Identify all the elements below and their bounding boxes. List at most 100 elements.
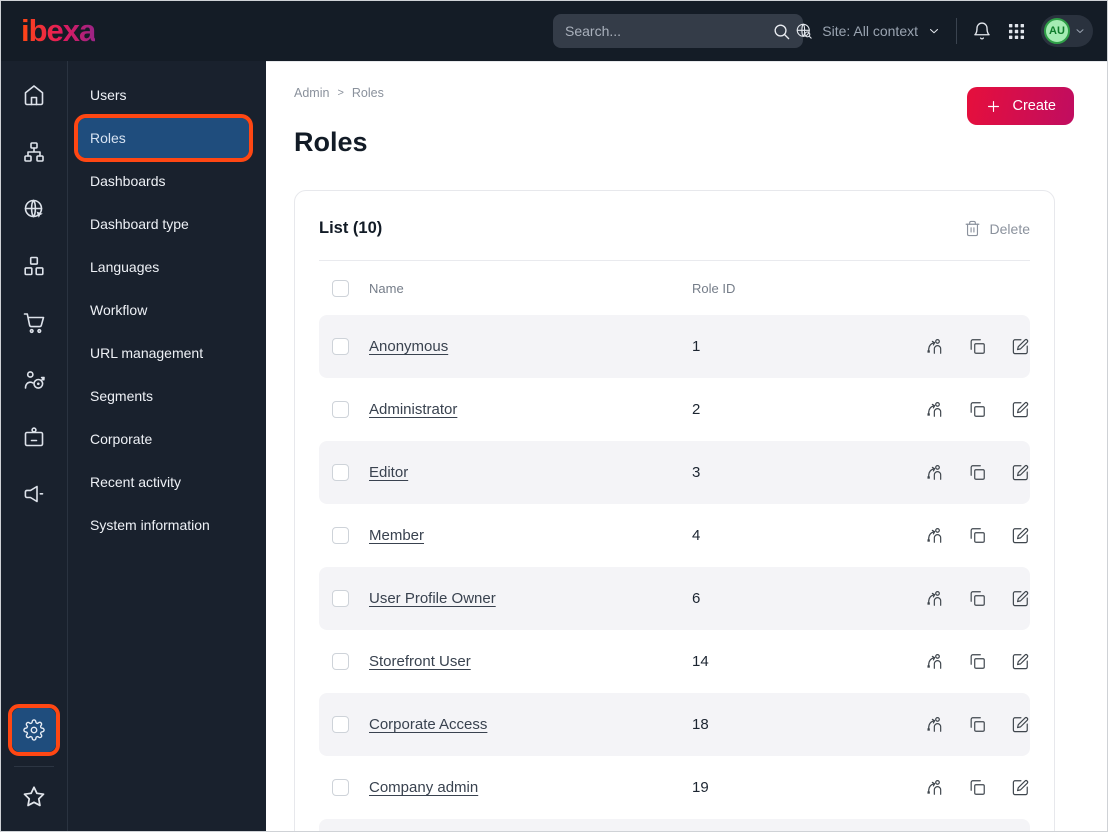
row-checkbox[interactable] [332, 338, 349, 355]
sidebar-item-dashboards[interactable]: Dashboards [78, 161, 249, 201]
copy-icon[interactable] [968, 337, 987, 356]
copy-icon[interactable] [968, 400, 987, 419]
sidebar-item-roles[interactable]: Roles [74, 114, 253, 162]
edit-icon[interactable] [1011, 715, 1030, 734]
menu-item-label: Workflow [90, 302, 148, 318]
sidebar-item-languages[interactable]: Languages [78, 247, 249, 287]
sidebar-item-corporate[interactable]: Corporate [78, 419, 249, 459]
settings-gear-icon[interactable] [12, 708, 56, 752]
home-icon[interactable] [1, 66, 67, 123]
edit-icon[interactable] [1011, 778, 1030, 797]
breadcrumb-item-admin[interactable]: Admin [294, 86, 330, 100]
sidebar-item-dashboard-type[interactable]: Dashboard type [78, 204, 249, 244]
settings-highlight-frame [8, 704, 60, 756]
copy-icon[interactable] [968, 715, 987, 734]
table-row: Anonymous 1 [319, 315, 1030, 378]
top-bar-divider [956, 18, 957, 44]
site-context-selector[interactable]: Site: All context [795, 22, 941, 40]
edit-icon[interactable] [1011, 652, 1030, 671]
search-icon[interactable] [772, 22, 791, 41]
assign-user-icon[interactable] [925, 337, 944, 356]
site-globe-icon[interactable] [1, 180, 67, 237]
role-id-value: 2 [692, 401, 701, 418]
row-checkbox[interactable] [332, 653, 349, 670]
row-checkbox[interactable] [332, 464, 349, 481]
assign-user-icon[interactable] [925, 463, 944, 482]
app-grid-icon[interactable] [1007, 22, 1026, 41]
role-name-link[interactable]: Editor [369, 464, 409, 481]
copy-icon[interactable] [968, 463, 987, 482]
row-checkbox[interactable] [332, 590, 349, 607]
copy-icon[interactable] [968, 652, 987, 671]
row-checkbox[interactable] [332, 779, 349, 796]
edit-icon[interactable] [1011, 589, 1030, 608]
select-all-checkbox[interactable] [332, 279, 349, 297]
edit-icon[interactable] [1011, 337, 1030, 356]
row-actions [905, 589, 1030, 608]
avatar: AU [1044, 18, 1070, 44]
list-card-header: List (10) Delete [319, 191, 1030, 261]
table-row: Editor 3 [319, 441, 1030, 504]
role-name-link[interactable]: Storefront User [369, 653, 471, 670]
global-search[interactable] [553, 14, 803, 48]
assign-user-icon[interactable] [925, 715, 944, 734]
breadcrumb: Admin > Roles [294, 86, 1107, 100]
sidebar-item-recent-activity[interactable]: Recent activity [78, 462, 249, 502]
notification-bell-icon[interactable] [972, 21, 992, 41]
bookmarks-star-icon[interactable] [21, 773, 47, 821]
body: Users Roles Dashboards Dashboard type La… [1, 61, 1107, 831]
role-id-value: 4 [692, 527, 701, 544]
corporate-badge-icon[interactable] [1, 408, 67, 465]
menu-item-label: Corporate [90, 431, 153, 447]
sidebar-item-workflow[interactable]: Workflow [78, 290, 249, 330]
sidebar-item-users[interactable]: Users [78, 75, 249, 115]
menu-item-label: Users [90, 87, 127, 103]
products-boxes-icon[interactable] [1, 237, 67, 294]
role-name-link[interactable]: Administrator [369, 401, 458, 418]
delete-button-label: Delete [989, 220, 1030, 237]
top-bar: ibexa Site: All context [1, 1, 1107, 61]
user-menu[interactable]: AU [1041, 15, 1093, 47]
edit-icon[interactable] [1011, 526, 1030, 545]
marketing-megaphone-icon[interactable] [1, 465, 67, 522]
edit-icon[interactable] [1011, 463, 1030, 482]
copy-icon[interactable] [968, 589, 987, 608]
content-structure-icon[interactable] [1, 123, 67, 180]
assign-user-icon[interactable] [925, 778, 944, 797]
assign-user-icon[interactable] [925, 589, 944, 608]
row-checkbox[interactable] [332, 716, 349, 733]
sidebar-item-url-management[interactable]: URL management [78, 333, 249, 373]
role-name-link[interactable]: Corporate Access [369, 716, 488, 733]
role-name-link[interactable]: Member [369, 527, 425, 544]
commerce-cart-icon[interactable] [1, 294, 67, 351]
ibexa-logo[interactable]: ibexa [21, 13, 96, 48]
role-name-link[interactable]: User Profile Owner [369, 590, 496, 607]
copy-icon[interactable] [968, 778, 987, 797]
rail-bottom-group [8, 704, 60, 821]
edit-icon[interactable] [1011, 400, 1030, 419]
assign-user-icon[interactable] [925, 652, 944, 671]
table-row-partial [319, 819, 1030, 831]
search-input[interactable] [565, 23, 772, 39]
row-checkbox[interactable] [332, 401, 349, 418]
create-button[interactable]: Create [967, 87, 1074, 125]
table-header-row: Name Role ID [319, 261, 1030, 315]
menu-item-label: Recent activity [90, 474, 182, 490]
personalization-target-icon[interactable] [1, 351, 67, 408]
assign-user-icon[interactable] [925, 400, 944, 419]
table-row: User Profile Owner 6 [319, 567, 1030, 630]
row-checkbox[interactable] [332, 527, 349, 544]
menu-item-label: System information [90, 517, 210, 533]
delete-button[interactable]: Delete [964, 220, 1030, 237]
column-header-role-id: Role ID [692, 280, 736, 296]
assign-user-icon[interactable] [925, 526, 944, 545]
menu-item-label: Roles [90, 130, 126, 146]
copy-icon[interactable] [968, 526, 987, 545]
breadcrumb-item-roles[interactable]: Roles [351, 86, 384, 100]
role-name-link[interactable]: Company admin [369, 779, 479, 796]
sidebar-item-system-information[interactable]: System information [78, 505, 249, 545]
row-actions [905, 463, 1030, 482]
sidebar-item-segments[interactable]: Segments [78, 376, 249, 416]
role-name-link[interactable]: Anonymous [369, 338, 449, 355]
